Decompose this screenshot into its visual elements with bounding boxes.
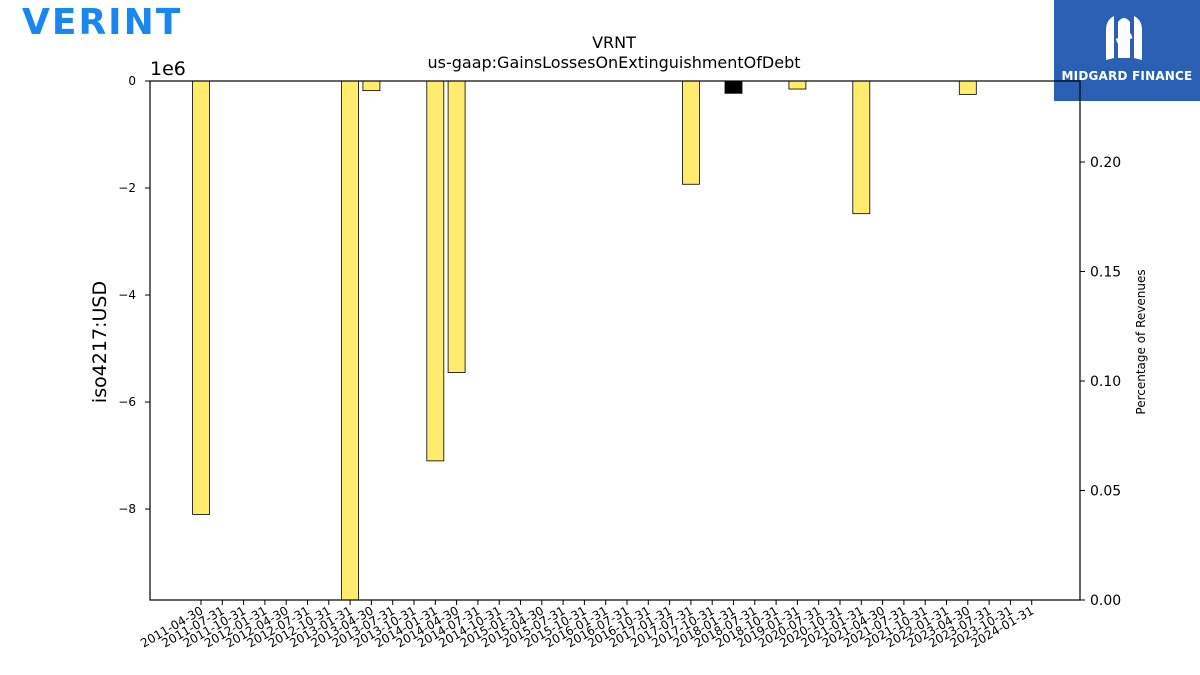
y2-ticks-group: 0.00 0.05 0.10 0.15 0.20 <box>1080 155 1121 609</box>
midgard-emblem-icon <box>1106 16 1142 60</box>
bar-2013-04-30 <box>362 80 381 92</box>
y-ticks-group: 0 −2 −4 −6 −8 <box>118 74 150 516</box>
y2-axis-label: Percentage of Revenues <box>1134 269 1148 414</box>
y-tick-label: −6 <box>118 395 136 409</box>
y2-tick-label: 0.15 <box>1090 265 1121 281</box>
bar-2019-01-31 <box>788 80 807 90</box>
y-axis-label: iso4217:USD <box>89 281 111 403</box>
badge-text: MIDGARD FINANCE <box>1061 69 1193 83</box>
bar-2021-01-31 <box>852 80 871 215</box>
y-tick-label: −2 <box>118 181 136 195</box>
y-offset-label: 1e6 <box>150 58 186 80</box>
y-tick-label: 0 <box>128 74 136 88</box>
bar-2014-01-31 <box>426 80 445 462</box>
chart-subtitle: us-gaap:GainsLossesOnExtinguishmentOfDeb… <box>427 53 800 72</box>
y-tick-label: −4 <box>118 288 136 302</box>
bar-2017-07-31 <box>682 80 700 185</box>
y2-tick-label: 0.05 <box>1090 484 1121 500</box>
x-ticks-group: 2011-04-302011-07-312011-10-312012-01-31… <box>138 600 1036 650</box>
bar-2018-01-31 <box>724 80 743 94</box>
chart-title: VRNT <box>592 33 636 52</box>
bar-2011-04-30 <box>192 80 210 515</box>
y2-tick-label: 0.20 <box>1090 155 1121 171</box>
midgard-finance-badge: MIDGARD FINANCE <box>1054 0 1200 101</box>
y2-tick-label: 0.10 <box>1090 374 1121 390</box>
bar-2013-01-31 <box>341 80 360 601</box>
verint-logo: VERINT <box>22 2 183 43</box>
plot-frame <box>149 80 1081 601</box>
bars-group <box>192 80 1041 601</box>
y2-tick-label: 0.00 <box>1090 593 1121 609</box>
bar-2014-04-30 <box>447 80 466 374</box>
y-tick-label: −8 <box>118 502 136 516</box>
bar-2023-04-30 <box>958 80 977 95</box>
